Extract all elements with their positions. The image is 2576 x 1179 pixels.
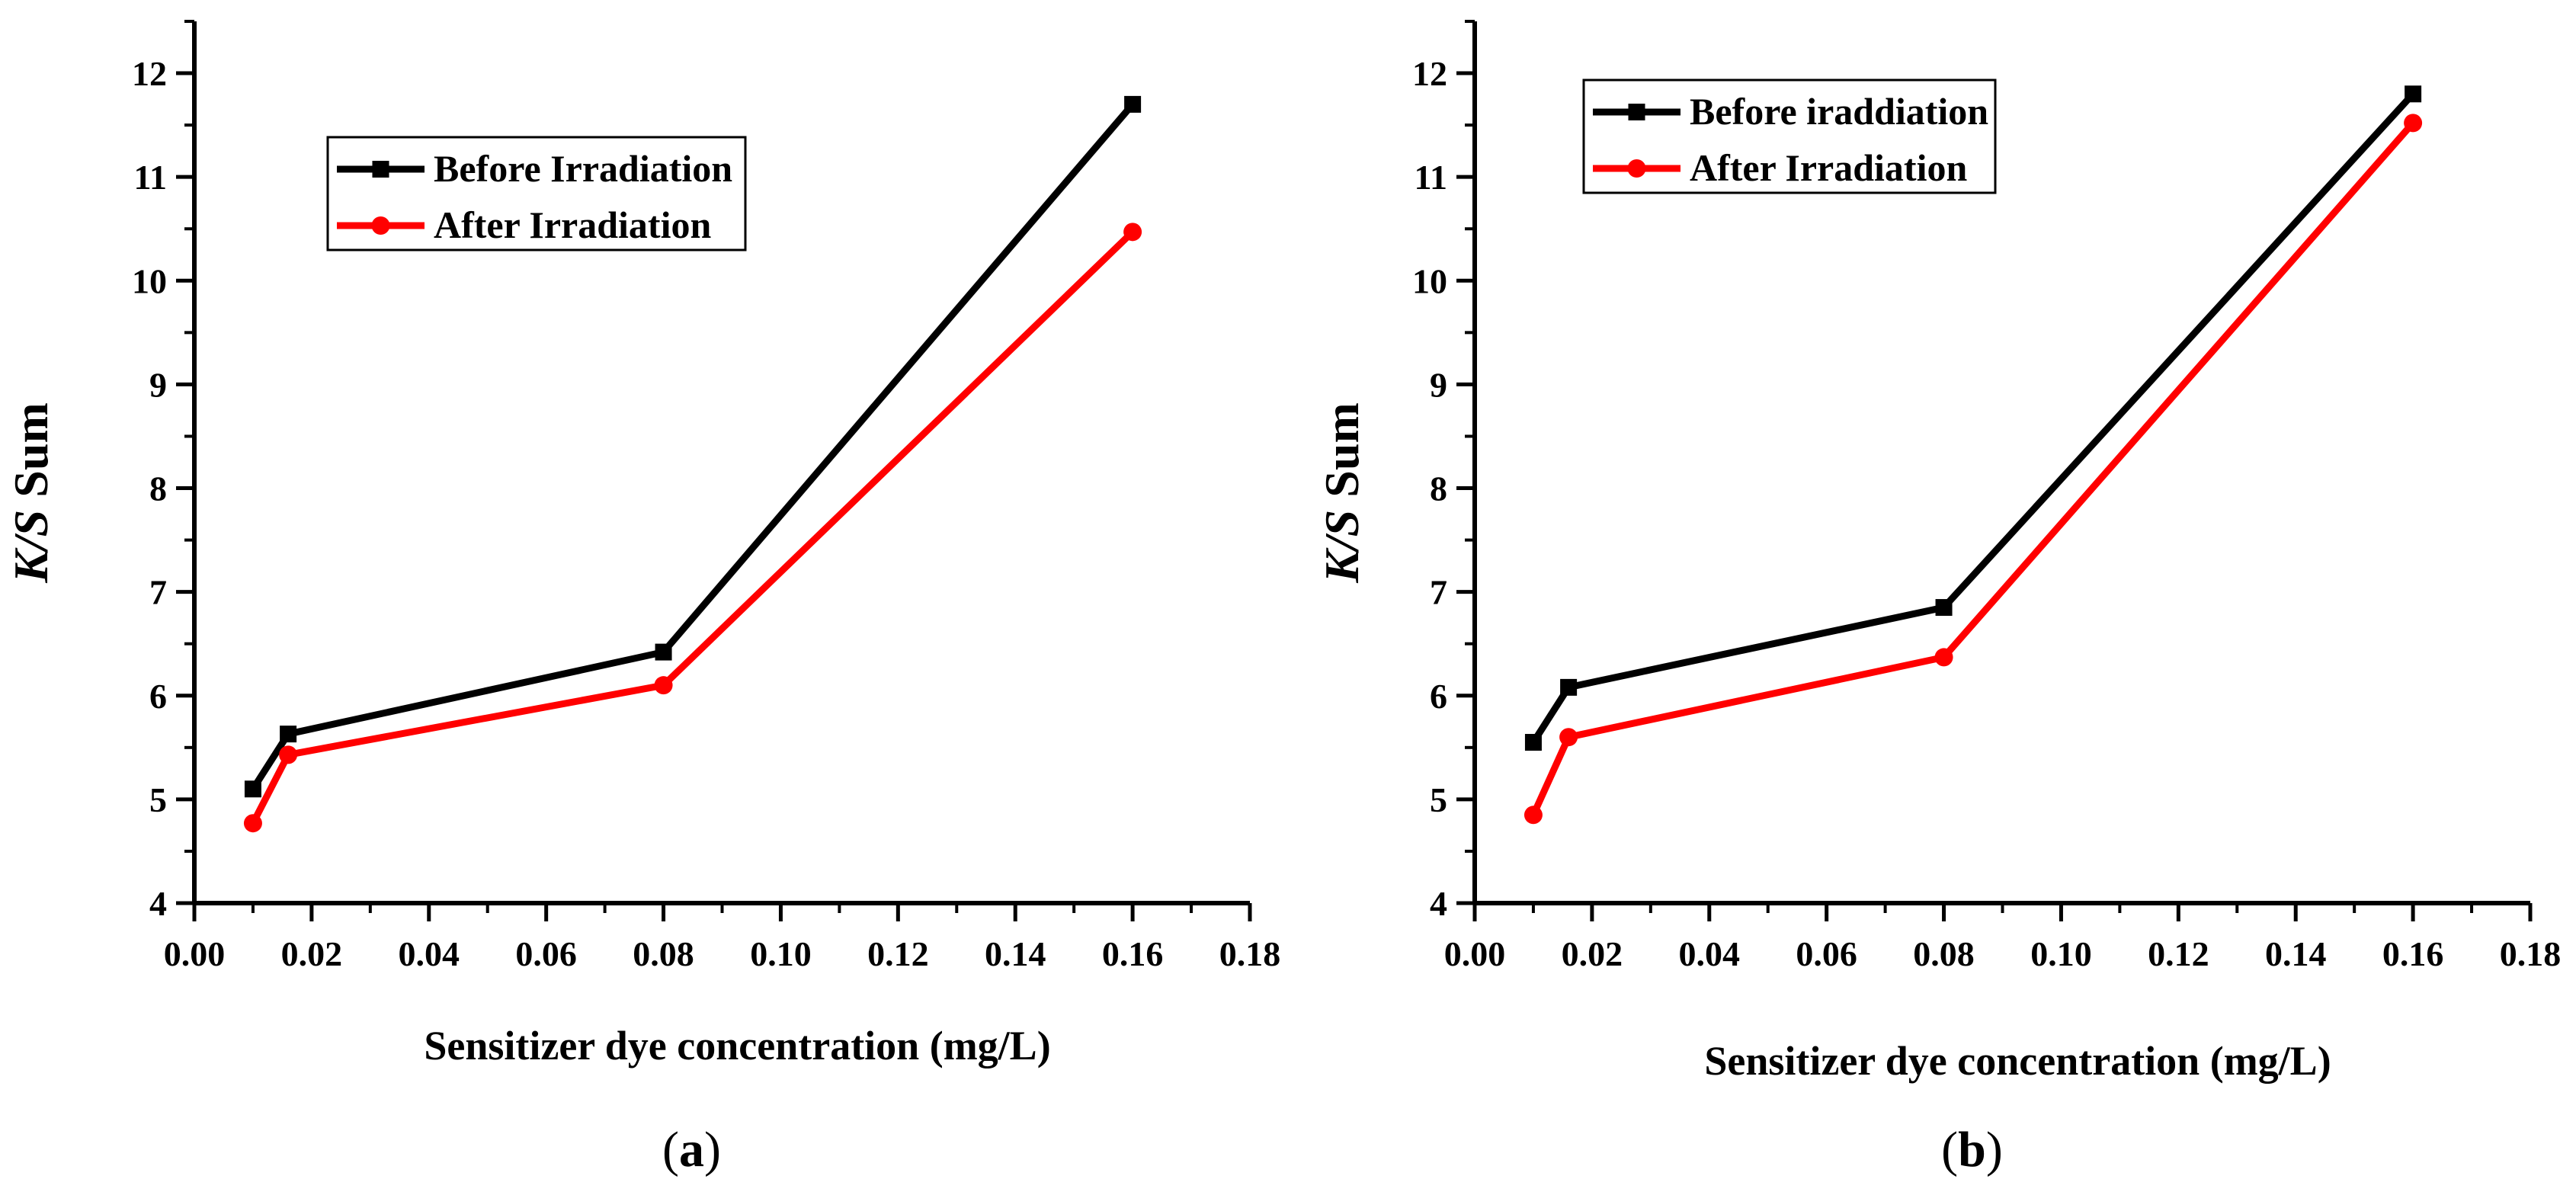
- panel-label-letter: a: [679, 1122, 704, 1177]
- y-tick-label: 6: [149, 677, 167, 716]
- series-line-1: [249, 229, 1136, 825]
- panel-label: (b): [1941, 1122, 2003, 1177]
- x-tick-label: 0.08: [633, 934, 694, 973]
- series-line-0: [250, 101, 1136, 791]
- x-tick-label: 0.02: [281, 934, 343, 973]
- x-tick-label: 0.04: [399, 934, 460, 973]
- legend-box: [1582, 78, 1997, 194]
- y-tick-label: 7: [1430, 573, 1447, 612]
- y-tick-label: 8: [149, 469, 167, 508]
- x-tick-label: 0.12: [2148, 934, 2209, 973]
- data-point: [2404, 114, 2423, 133]
- data-point: [654, 676, 673, 695]
- y-tick-label: 4: [1430, 884, 1447, 923]
- y-axis-title: K/S Sum: [4, 402, 58, 584]
- x-tick-label: 0.12: [867, 934, 929, 973]
- x-tick-label: 0.00: [1444, 934, 1506, 973]
- y-tick-label: 11: [1415, 158, 1447, 197]
- legend-label: Before Irradiation: [434, 147, 732, 190]
- y-tick-label: 6: [1430, 677, 1447, 716]
- y-axis-title-rest: Sum: [1315, 402, 1369, 510]
- y-tick-label: 9: [149, 365, 167, 404]
- panel-label-letter: b: [1958, 1122, 1986, 1177]
- x-tick-label: 0.06: [1796, 934, 1857, 973]
- panel-label: (a): [662, 1122, 721, 1177]
- y-axis-title: K/S Sum: [1315, 402, 1369, 584]
- x-tick-label: 0.16: [1102, 934, 1164, 973]
- x-tick-label: 0.16: [2382, 934, 2444, 973]
- panel-label-close: ): [704, 1122, 721, 1177]
- legend-marker: [1627, 159, 1646, 178]
- data-point: [2405, 85, 2422, 103]
- panel-b: 0.00 0.02 0.04 0.06 0.08 0.10 0.12 0.14 0.16 0.18…: [1315, 20, 2562, 1177]
- y-tick-label: 9: [1430, 365, 1447, 404]
- data-point: [1523, 806, 1543, 825]
- x-tick-label: 0.14: [985, 934, 1046, 973]
- x-axis-title: Sensitizer dye concentration (mg/L): [1704, 1038, 2331, 1084]
- series-line-1: [1530, 120, 2416, 817]
- y-tick-label: 10: [1412, 261, 1447, 300]
- panel-a: 0.00 0.02 0.04 0.06 0.08 0.10 0.12 0.14 0.16 0.18…: [4, 20, 1281, 1177]
- y-tick-label: 12: [1412, 54, 1447, 93]
- legend-label: Before iraddiation: [1690, 90, 1988, 133]
- y-tick-label: 5: [1430, 780, 1447, 819]
- y-tick-label: 4: [149, 884, 167, 923]
- x-tick-label: 0.10: [750, 934, 812, 973]
- series-line-0: [1530, 91, 2416, 745]
- legend-label: After Irradiation: [1690, 146, 1967, 189]
- data-point: [1935, 599, 1953, 617]
- data-point: [655, 643, 672, 661]
- data-point: [1559, 728, 1578, 747]
- legend-marker: [372, 161, 389, 178]
- x-tick-label: 0.18: [1219, 934, 1281, 973]
- y-tick-label: 10: [132, 261, 167, 300]
- legend-marker: [1628, 104, 1645, 120]
- y-axis-title-italic: K/S: [1315, 510, 1369, 584]
- panel-label-open: (: [1941, 1122, 1958, 1177]
- y-tick-label: 5: [149, 780, 167, 819]
- panel-label-open: (: [662, 1122, 679, 1177]
- y-axis-title-rest: Sum: [4, 402, 58, 510]
- data-point: [280, 726, 297, 743]
- panel-label-close: ): [1986, 1122, 2003, 1177]
- data-point: [1123, 223, 1142, 242]
- data-point: [244, 780, 261, 798]
- x-tick-label: 0.14: [2265, 934, 2327, 973]
- x-axis-title: Sensitizer dye concentration (mg/L): [424, 1023, 1050, 1068]
- x-tick-label: 0.02: [1562, 934, 1623, 973]
- data-point: [1934, 648, 1953, 667]
- y-tick-label: 7: [149, 573, 167, 612]
- x-tick-label: 0.04: [1679, 934, 1741, 973]
- data-point: [279, 745, 298, 764]
- data-point: [243, 814, 262, 833]
- x-tick-label: 0.00: [164, 934, 226, 973]
- x-tick-label: 0.08: [1913, 934, 1975, 973]
- legend-box: [326, 136, 747, 251]
- y-tick-label: 8: [1430, 469, 1447, 508]
- y-tick-label: 11: [134, 158, 167, 197]
- y-axis-title-italic: K/S: [4, 510, 58, 584]
- x-tick-label: 0.06: [515, 934, 577, 973]
- data-point: [1560, 678, 1578, 696]
- x-tick-label: 0.18: [2500, 934, 2562, 973]
- x-tick-label: 0.10: [2030, 934, 2092, 973]
- data-point: [1124, 95, 1142, 113]
- legend-marker: [371, 216, 390, 235]
- y-tick-label: 12: [132, 54, 167, 93]
- legend-label: After Irradiation: [434, 203, 711, 246]
- data-point: [1524, 734, 1542, 751]
